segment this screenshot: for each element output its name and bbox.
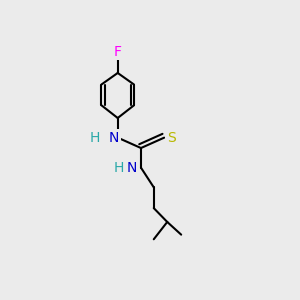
- Text: H: H: [90, 130, 100, 145]
- Text: H: H: [113, 161, 124, 175]
- Text: N: N: [109, 130, 119, 145]
- Text: N: N: [127, 161, 137, 175]
- Text: F: F: [114, 45, 122, 59]
- Text: S: S: [167, 130, 176, 145]
